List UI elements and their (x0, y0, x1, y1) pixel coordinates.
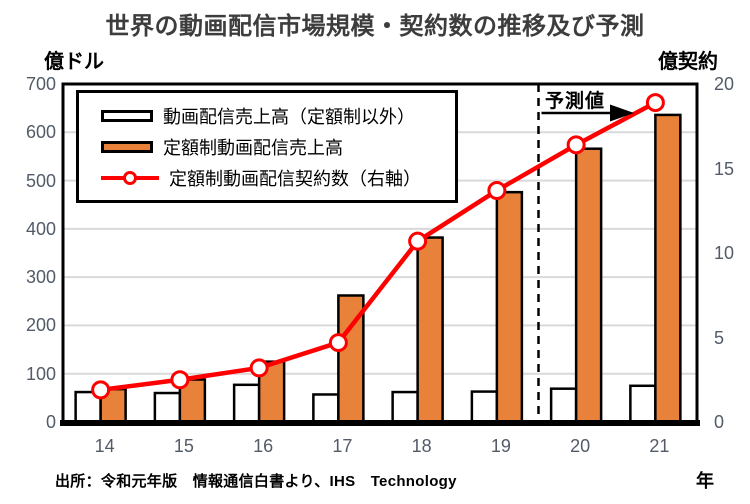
data-point-marker (328, 333, 348, 353)
legend-label: 定額制動画配信契約数（右軸） (169, 168, 421, 189)
data-point-marker (408, 231, 428, 251)
data-point-marker (170, 370, 190, 390)
bar-sub-revenue (99, 387, 127, 424)
data-point-marker (91, 380, 111, 400)
forecast-label: 予測値 (545, 91, 606, 112)
left-axis-tick: 600 (25, 122, 56, 143)
data-point-marker (487, 180, 507, 200)
x-axis-tick: 14 (94, 436, 115, 456)
legend: 動画配信売上高（定額制以外） 定額制動画配信売上高 定額制動画配信契約数（右軸） (76, 90, 458, 203)
x-axis-tick: 16 (253, 436, 274, 456)
data-point-marker (566, 135, 586, 155)
left-axis-tick: 300 (25, 267, 56, 288)
forecast-arrowhead-icon (610, 104, 634, 122)
bar-nonsub-revenue (153, 391, 182, 424)
right-axis-tick: 15 (714, 158, 735, 179)
x-axis-tick: 19 (490, 436, 511, 456)
bar-nonsub-revenue (391, 390, 419, 424)
data-point-marker (645, 93, 665, 113)
source-note: 出所：令和元年版 情報通信白書より、IHS Technology (55, 473, 457, 490)
bar-sub-revenue (416, 236, 444, 424)
left-axis-tick: 100 (25, 363, 56, 384)
legend-item-sub-contracts: 定額制動画配信契約数（右軸） (101, 162, 455, 193)
left-axis-tick: 700 (25, 74, 56, 94)
right-axis-tick: 0 (714, 412, 725, 432)
nonsub-bar-swatch-icon (101, 109, 153, 122)
sub-bar-swatch-icon (101, 140, 153, 153)
right-axis-tick: 10 (714, 243, 735, 263)
line-marker-swatch-icon (101, 170, 159, 186)
x-axis-tick: 17 (332, 436, 353, 456)
bar-nonsub-revenue (312, 393, 340, 424)
legend-label: 定額制動画配信売上高 (163, 137, 343, 158)
chart-title: 世界の動画配信市場規模・契約数の推移及び予測 (105, 13, 645, 40)
left-axis-tick: 500 (25, 170, 56, 191)
right-axis-unit: 億契約 (658, 51, 718, 73)
x-axis-tick: 21 (649, 436, 670, 456)
x-axis-unit: 年 (696, 471, 714, 491)
legend-label: 動画配信売上高（定額制以外） (163, 106, 415, 127)
bar-nonsub-revenue (470, 390, 499, 424)
line-sub-contracts (100, 100, 657, 393)
legend-item-sub-revenue: 定額制動画配信売上高 (101, 131, 455, 162)
bar-nonsub-revenue (232, 383, 261, 424)
right-axis-tick: 5 (714, 327, 725, 348)
x-axis-tick: 18 (411, 436, 432, 456)
left-axis-tick: 0 (45, 412, 56, 432)
bar-sub-revenue (574, 147, 603, 424)
bar-sub-revenue (654, 113, 682, 424)
bar-sub-revenue (495, 190, 524, 424)
left-axis-tick: 200 (25, 315, 56, 336)
bar-nonsub-revenue (549, 387, 578, 424)
legend-item-nonsub-revenue: 動画配信売上高（定額制以外） (101, 100, 455, 131)
left-axis-tick: 400 (25, 218, 56, 239)
data-point-marker (249, 358, 269, 378)
right-axis-tick: 20 (714, 74, 735, 94)
x-axis-tick: 15 (173, 436, 194, 456)
left-axis-unit: 億ドル (44, 51, 104, 73)
bar-nonsub-revenue (629, 384, 657, 424)
x-axis-tick: 20 (570, 436, 591, 456)
